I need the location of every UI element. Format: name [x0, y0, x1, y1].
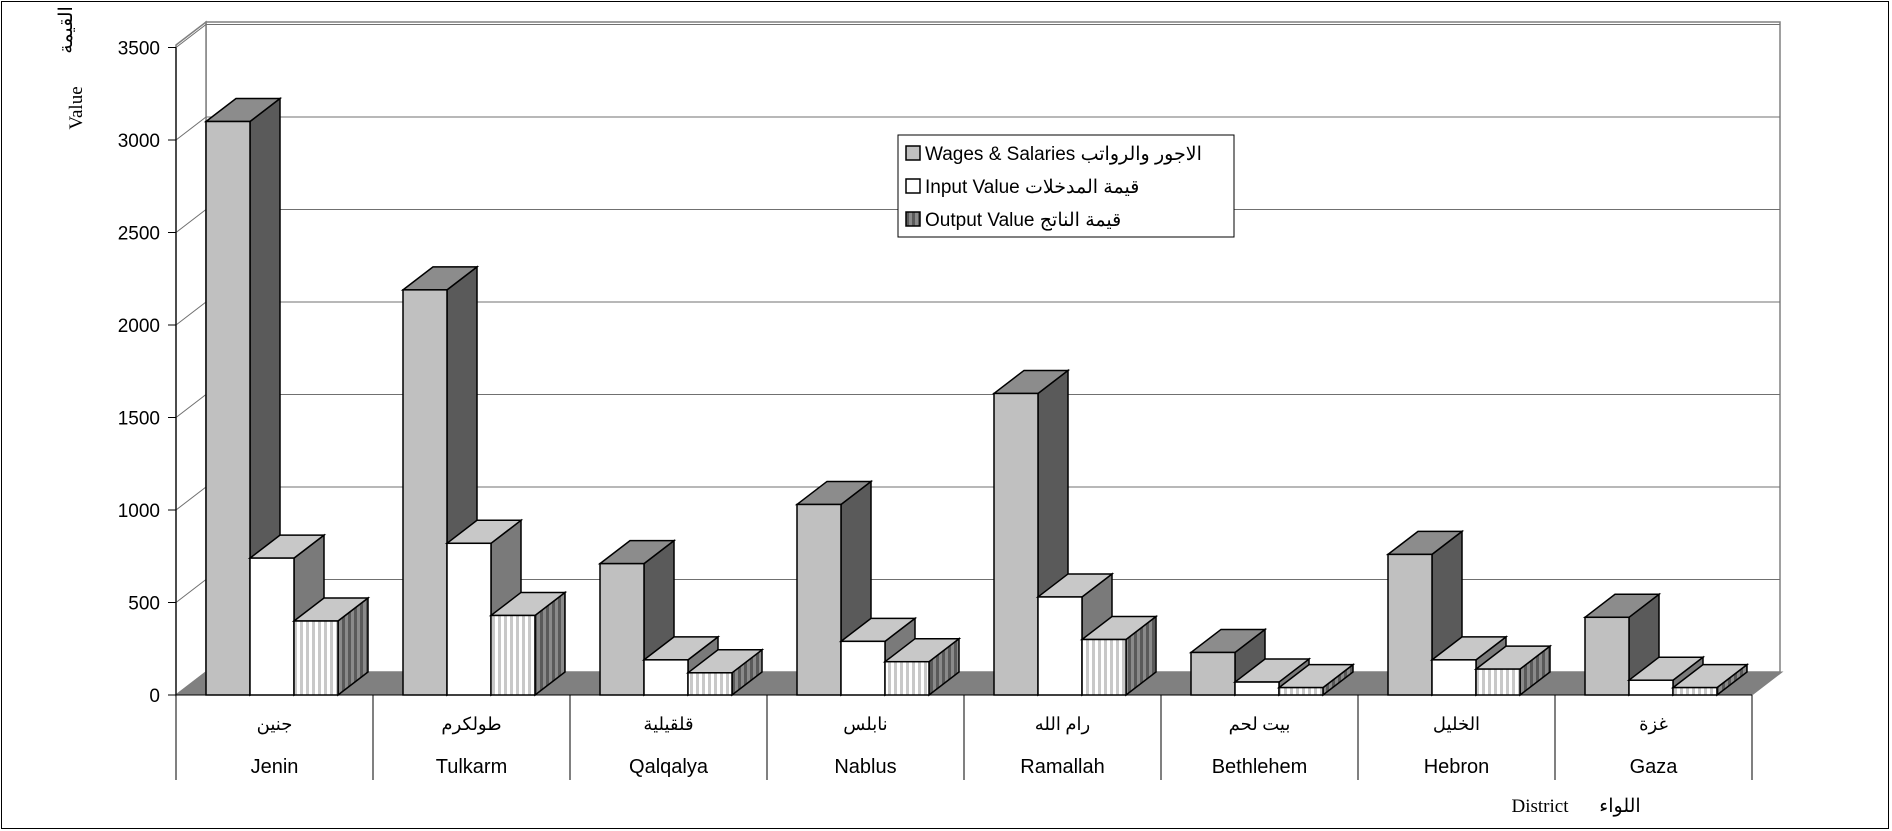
y-tick-label: 500: [128, 594, 160, 615]
x-tick-label-ar: غزة: [1639, 714, 1668, 735]
y-tick-label: 2000: [118, 316, 160, 337]
legend-swatch: [905, 145, 921, 161]
x-tick-label-ar: طولكرم: [441, 714, 501, 735]
legend-label: Wages & Salaries الاجور والرواتب: [925, 144, 1202, 165]
bar-front: [840, 640, 886, 696]
bar: [1079, 614, 1159, 697]
y-axis: 0 500 1000 1500 2000 2500 3000 3500: [118, 39, 177, 707]
gridline: [175, 116, 1780, 141]
bar-front: [1475, 668, 1521, 696]
x-tick-label: Tulkarm: [436, 756, 507, 778]
bar-front: [1081, 638, 1127, 696]
bar-front: [1278, 686, 1324, 696]
bar-front: [599, 562, 645, 696]
y-tick-label: 0: [149, 686, 160, 707]
bar-front: [1628, 679, 1674, 696]
y-tick-label: 2500: [118, 224, 160, 245]
y-tick-label: 3000: [118, 131, 160, 152]
bar: [685, 648, 765, 697]
y-tick-label: 1500: [118, 409, 160, 430]
bar-front: [205, 120, 251, 696]
bar: [488, 590, 568, 697]
bar-front: [687, 672, 733, 696]
bar-front: [1037, 596, 1083, 696]
legend-swatch: [905, 178, 921, 194]
x-tick-label-ar: رام الله: [1035, 714, 1090, 735]
bar-front: [796, 503, 842, 696]
category-table: جنين Jenin طولكرم Tulkarm قلقيلية Qalqalya ناب…: [175, 694, 1753, 780]
bars: [203, 96, 1750, 697]
legend-label: Output Value قيمة الناتج: [925, 210, 1121, 231]
x-tick-label: Jenin: [251, 756, 299, 778]
gridline: [175, 24, 1780, 48]
bar-front: [1431, 659, 1477, 696]
bar-front: [1672, 686, 1718, 696]
y-axis-title: Value: [66, 86, 87, 129]
bar-front: [402, 289, 448, 696]
x-tick-label-ar: الخليل: [1433, 714, 1480, 734]
x-tick-label-ar: جنين: [257, 714, 293, 735]
x-tick-label-ar: بيت لحم: [1229, 714, 1291, 735]
y-tick-label: 3500: [118, 39, 160, 60]
bar-front: [643, 659, 689, 696]
bar-front: [1584, 616, 1630, 696]
x-axis-title: District: [1512, 796, 1570, 817]
legend-label: Input Value قيمة المدخلات: [925, 177, 1139, 198]
bar: [882, 637, 962, 697]
legend-box: [897, 134, 1235, 238]
bar-front: [293, 620, 339, 696]
bar-front: [1190, 651, 1236, 696]
y-axis-title-ar: القيمة: [56, 6, 77, 54]
bar-front: [1387, 553, 1433, 696]
bar-front: [884, 660, 930, 696]
x-tick-label: Ramallah: [1020, 756, 1104, 778]
bar-front: [446, 542, 492, 696]
y-tick-label: 1000: [118, 501, 160, 522]
legend-swatch: [905, 211, 921, 227]
x-tick-label: Hebron: [1424, 756, 1490, 778]
bar-front: [490, 614, 536, 696]
bar: [1276, 663, 1356, 697]
x-tick-label-ar: قلقيلية: [643, 714, 693, 734]
bar: [838, 616, 918, 697]
x-tick-label: Nablus: [834, 756, 896, 778]
bar: [1473, 644, 1553, 697]
x-axis-title-ar: اللواء: [1599, 796, 1640, 817]
bar: [1670, 663, 1750, 697]
bar: [291, 596, 371, 697]
x-tick-label-ar: نابلس: [843, 714, 887, 735]
chart-side-wall: [175, 20, 207, 697]
x-tick-label: Qalqalya: [629, 756, 709, 778]
x-tick-label: Bethlehem: [1212, 756, 1308, 778]
bar-front: [249, 557, 295, 696]
bar-front: [1234, 681, 1280, 696]
x-tick-label: Gaza: [1630, 756, 1679, 778]
bar-front: [993, 392, 1039, 696]
legend: Wages & Salaries الاجور والرواتب Input Va…: [897, 134, 1235, 238]
